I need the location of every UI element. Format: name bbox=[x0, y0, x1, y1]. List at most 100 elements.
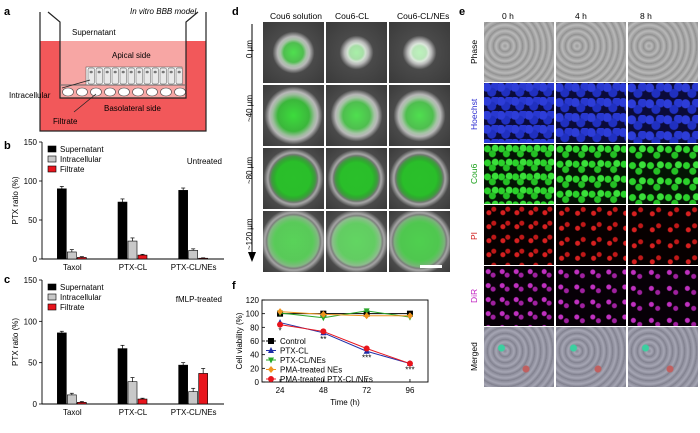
row-label-phase: Phase bbox=[469, 39, 479, 64]
well-outline bbox=[39, 12, 207, 132]
category-label: Taxol bbox=[63, 263, 82, 272]
cell-nucleus bbox=[145, 70, 149, 74]
spheroid-image bbox=[263, 211, 324, 272]
legend-entry: PTX-CL/NEs bbox=[266, 356, 326, 365]
data-point bbox=[268, 338, 274, 344]
series-line bbox=[279, 310, 411, 319]
cell-nucleus bbox=[129, 70, 133, 74]
basolateral-cell bbox=[118, 87, 130, 97]
y-axis-label: PTX ratio (%) bbox=[11, 176, 20, 224]
spheroid-image bbox=[326, 22, 387, 83]
endothelial-cell bbox=[159, 67, 167, 85]
legend-swatch bbox=[47, 145, 57, 153]
panel-label-e: e bbox=[459, 6, 466, 18]
legend-swatch bbox=[47, 283, 57, 291]
basolateral-cell bbox=[90, 87, 102, 97]
bar-filtrate bbox=[137, 398, 148, 405]
x-tick-label: 96 bbox=[406, 386, 415, 395]
y-axis-label: Cell viability (%) bbox=[235, 312, 244, 369]
insert-outline bbox=[47, 11, 199, 99]
supernatant-label: Supernatant bbox=[72, 28, 116, 37]
bar-filtrate bbox=[137, 254, 148, 260]
basolateral-cell bbox=[104, 87, 116, 97]
data-point bbox=[320, 310, 327, 318]
data-point bbox=[268, 376, 274, 382]
legend-label: PTX-CL bbox=[280, 347, 309, 356]
bar-intracellular bbox=[188, 391, 198, 405]
endothelial-cell bbox=[87, 67, 95, 85]
basolateral-side-label: Basolateral side bbox=[104, 104, 161, 113]
category-label: PTX-CL bbox=[119, 263, 148, 272]
cell-nucleus bbox=[121, 70, 125, 74]
endothelial-cell bbox=[95, 67, 103, 85]
bar-chart-fmlp-treated: 0 50 100 150 PTX ratio (%) Taxol PTX-CL PTX-CL/… bbox=[11, 276, 224, 417]
e-col-header-4h: 4 h bbox=[575, 11, 587, 21]
significance-mark: * bbox=[278, 327, 281, 336]
y-tick-label: 20 bbox=[250, 364, 259, 373]
endothelial-cell bbox=[135, 67, 143, 85]
endothelial-cell bbox=[151, 67, 159, 85]
panel-label-f: f bbox=[232, 280, 236, 292]
y-tick-label: 0 bbox=[33, 400, 38, 409]
legend-label: Filtrate bbox=[60, 165, 85, 174]
panel-label-c: c bbox=[4, 274, 11, 286]
scale-bar bbox=[420, 265, 442, 268]
series-pma-treated-ptx-cl-nes bbox=[277, 321, 413, 367]
apical-side-label: Apical side bbox=[112, 51, 151, 60]
bar-supernatant bbox=[57, 332, 67, 405]
spheroid-image bbox=[389, 85, 450, 146]
y-tick-label: 50 bbox=[28, 359, 37, 368]
data-point bbox=[320, 328, 327, 335]
condition-annotation: fMLP-treated bbox=[176, 295, 222, 304]
y-tick-label: 100 bbox=[246, 310, 260, 319]
endothelial-cell bbox=[111, 67, 119, 85]
legend-entry: Control bbox=[266, 337, 306, 346]
data-point bbox=[268, 366, 274, 373]
data-point bbox=[363, 312, 370, 320]
legend-label: Intracellular bbox=[60, 155, 102, 164]
significance-mark: ** bbox=[320, 335, 326, 344]
legend-swatch bbox=[47, 293, 57, 301]
bar-chart-untreated: 0 50 100 150 PTX ratio (%) Taxol PTX-CL PTX-CL/… bbox=[11, 138, 224, 272]
panel-label-a: a bbox=[4, 6, 11, 18]
data-point bbox=[268, 357, 274, 364]
row-label-pi: PI bbox=[469, 231, 479, 240]
intracellular-label: Intracellular bbox=[9, 91, 51, 100]
data-point bbox=[363, 345, 370, 352]
bar-supernatant bbox=[178, 190, 188, 260]
endothelial-cell bbox=[127, 67, 135, 85]
timelapse-image-dir bbox=[628, 266, 698, 326]
legend-entry: PTX-CL bbox=[266, 347, 309, 356]
spheroid-image bbox=[389, 211, 450, 272]
endothelial-cell bbox=[167, 67, 175, 85]
y-tick-label: 120 bbox=[246, 296, 260, 305]
e-col-header-0h: 0 h bbox=[502, 11, 514, 21]
category-label: PTX-CL bbox=[119, 408, 148, 417]
spheroid-image bbox=[326, 148, 387, 209]
timelapse-image-cou6 bbox=[484, 144, 554, 204]
data-point bbox=[363, 308, 370, 315]
scale-bar bbox=[668, 406, 690, 409]
timelapse-image-hoechst bbox=[484, 83, 554, 143]
filtrate-pointer bbox=[73, 93, 97, 113]
basolateral-cell bbox=[146, 87, 158, 97]
y-tick-label: 80 bbox=[250, 323, 259, 332]
spheroid-image bbox=[389, 148, 450, 209]
endothelial-cell bbox=[175, 67, 183, 85]
significance-mark: *** bbox=[405, 366, 414, 375]
spheroid-image bbox=[326, 85, 387, 146]
spheroid-image bbox=[263, 22, 324, 83]
basolateral-cell bbox=[132, 87, 144, 97]
bar-intracellular bbox=[67, 394, 77, 405]
category-label: PTX-CL/NEs bbox=[171, 263, 217, 272]
cell-nucleus bbox=[97, 70, 101, 74]
basolateral-cell bbox=[174, 87, 186, 97]
y-tick-label: 150 bbox=[24, 138, 38, 147]
series-pma-treated-nes bbox=[277, 308, 413, 320]
spheroid-image bbox=[263, 85, 324, 146]
timelapse-image-pi bbox=[484, 205, 554, 265]
category-label: Taxol bbox=[63, 408, 82, 417]
d-col-header-1: Cou6 solution bbox=[270, 11, 322, 21]
basolateral-cell bbox=[62, 87, 74, 97]
legend-label: PMA-treated NEs bbox=[280, 366, 342, 375]
